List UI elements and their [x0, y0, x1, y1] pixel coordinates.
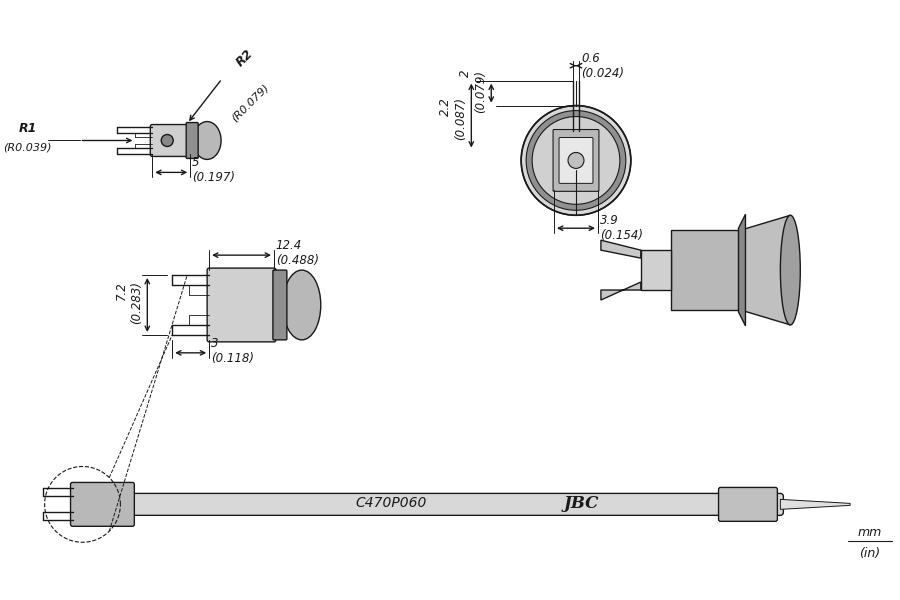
Ellipse shape: [194, 122, 221, 160]
FancyBboxPatch shape: [559, 137, 593, 184]
Ellipse shape: [283, 270, 320, 340]
FancyBboxPatch shape: [207, 268, 276, 342]
Text: 2.2
(0.087): 2.2 (0.087): [439, 97, 467, 140]
Circle shape: [532, 116, 620, 204]
FancyBboxPatch shape: [100, 493, 783, 515]
FancyBboxPatch shape: [186, 122, 198, 158]
Polygon shape: [780, 499, 850, 509]
FancyBboxPatch shape: [554, 130, 598, 191]
Circle shape: [521, 106, 631, 215]
FancyBboxPatch shape: [150, 125, 193, 157]
Polygon shape: [601, 240, 641, 258]
FancyBboxPatch shape: [70, 482, 134, 526]
Polygon shape: [741, 215, 790, 325]
Text: 5
(0.197): 5 (0.197): [193, 157, 235, 184]
Text: 7.2
(0.283): 7.2 (0.283): [115, 281, 143, 325]
Text: (in): (in): [860, 547, 881, 560]
Text: 2
(0.079): 2 (0.079): [459, 70, 487, 113]
Text: (R0.079): (R0.079): [230, 82, 270, 123]
Text: 12.4
(0.488): 12.4 (0.488): [276, 239, 319, 267]
Text: JBC: JBC: [563, 495, 598, 512]
Text: (R0.039): (R0.039): [4, 142, 52, 152]
Text: R1: R1: [19, 122, 37, 134]
Text: 0.6
(0.024): 0.6 (0.024): [581, 52, 624, 80]
Text: R2: R2: [234, 47, 256, 69]
FancyBboxPatch shape: [718, 487, 778, 521]
Polygon shape: [739, 214, 745, 326]
Ellipse shape: [780, 215, 800, 325]
Text: 3
(0.118): 3 (0.118): [212, 337, 254, 365]
Circle shape: [526, 110, 626, 210]
Text: C470P060: C470P060: [356, 496, 427, 511]
Text: 3.9
(0.154): 3.9 (0.154): [600, 214, 643, 242]
Circle shape: [161, 134, 173, 146]
Text: mm: mm: [858, 526, 882, 539]
Circle shape: [568, 152, 584, 169]
Polygon shape: [670, 230, 741, 310]
Polygon shape: [601, 282, 641, 300]
FancyBboxPatch shape: [273, 270, 287, 340]
Polygon shape: [641, 250, 670, 290]
